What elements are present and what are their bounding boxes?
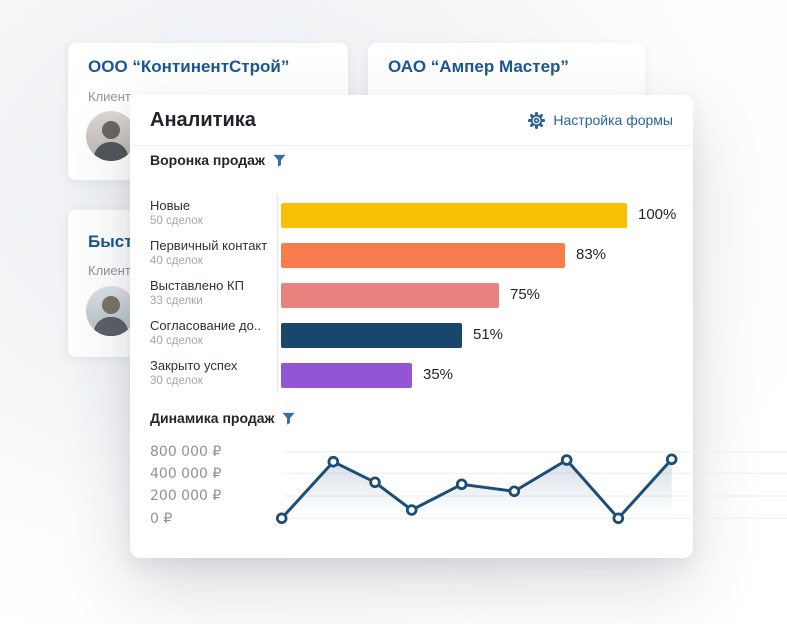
dynamics-line-chart	[275, 451, 787, 525]
data-point-marker	[275, 512, 288, 525]
funnel-percent-value: 83%	[576, 246, 607, 263]
client-card-subtitle: Клиент	[88, 263, 131, 278]
funnel-stage-deals: 40 сделок	[150, 335, 203, 347]
person-silhouette-icon	[93, 121, 129, 161]
page-title: Аналитика	[150, 108, 256, 131]
form-settings-button[interactable]: Настройка формы	[528, 111, 673, 129]
funnel-stage-deals: 30 сделок	[150, 375, 203, 387]
funnel-stage-label: Выставлено КП	[150, 278, 244, 293]
funnel-row: Согласование до.. 40 сделок 51%	[130, 318, 693, 356]
client-card-title[interactable]: ОАО “Ампер Мастер”	[388, 57, 569, 76]
funnel-percent-value: 35%	[423, 366, 454, 383]
gear-icon	[528, 111, 546, 129]
data-point-marker	[612, 512, 625, 525]
data-point-marker	[369, 476, 381, 489]
data-point-marker	[665, 453, 678, 466]
avatar	[86, 111, 136, 161]
data-point-marker	[560, 454, 573, 466]
funnel-percent-value: 51%	[473, 326, 504, 343]
funnel-bar	[281, 283, 499, 308]
analytics-panel: Аналитика	[130, 95, 787, 558]
form-settings-label: Настройка формы	[553, 112, 673, 128]
y-axis-tick-label: 200 000 ₽	[150, 488, 222, 504]
y-axis-tick-label: 800 000 ₽	[150, 444, 222, 460]
funnel-title-text: Воронка продаж	[150, 152, 265, 168]
funnel-stage-deals: 33 сделки	[150, 295, 203, 307]
avatar	[86, 286, 136, 336]
y-axis-tick-label: 0 ₽	[150, 510, 173, 527]
funnel-stage-label: Закрыто успех	[150, 358, 238, 373]
dynamics-section-title: Динамика продаж	[150, 410, 296, 426]
funnel-stage-label: Первичный контакт	[150, 238, 268, 253]
funnel-bar	[281, 203, 627, 228]
funnel-section-title: Воронка продаж	[150, 152, 286, 168]
client-card-title[interactable]: Быст	[88, 232, 133, 251]
filter-icon[interactable]	[282, 412, 296, 425]
funnel-bar	[281, 243, 565, 268]
funnel-stage-deals: 50 сделок	[150, 215, 203, 227]
funnel-stage-deals: 40 сделок	[150, 255, 203, 267]
funnel-row: Новые 50 сделок 100%	[130, 198, 693, 236]
funnel-row: Первичный контакт 40 сделок 83%	[130, 238, 693, 276]
y-axis-tick-label: 400 000 ₽	[150, 465, 222, 482]
client-card-title[interactable]: ООО “КонтинентСтрой”	[88, 57, 290, 76]
data-point-marker	[455, 478, 468, 491]
funnel-row: Выставлено КП 33 сделки 75%	[130, 278, 693, 316]
area-fill	[281, 459, 672, 519]
panel-header: Аналитика	[130, 95, 693, 146]
dynamics-title-text: Динамика продаж	[150, 410, 275, 426]
funnel-percent-value: 100%	[638, 206, 677, 223]
funnel-stage-label: Новые	[150, 198, 191, 213]
funnel-stage-label: Согласование до..	[150, 318, 262, 333]
data-point-marker	[508, 485, 521, 498]
person-silhouette-icon	[93, 296, 129, 336]
data-point-marker	[405, 504, 418, 516]
filter-icon[interactable]	[273, 154, 286, 167]
data-point-marker	[327, 455, 340, 468]
funnel-percent-value: 75%	[510, 286, 541, 303]
client-card-subtitle: Клиент	[88, 89, 131, 104]
funnel-axis-line	[277, 194, 278, 392]
funnel-bar	[281, 363, 412, 388]
funnel-bar	[281, 323, 462, 348]
funnel-row: Закрыто успех 30 сделок 35%	[130, 358, 693, 396]
